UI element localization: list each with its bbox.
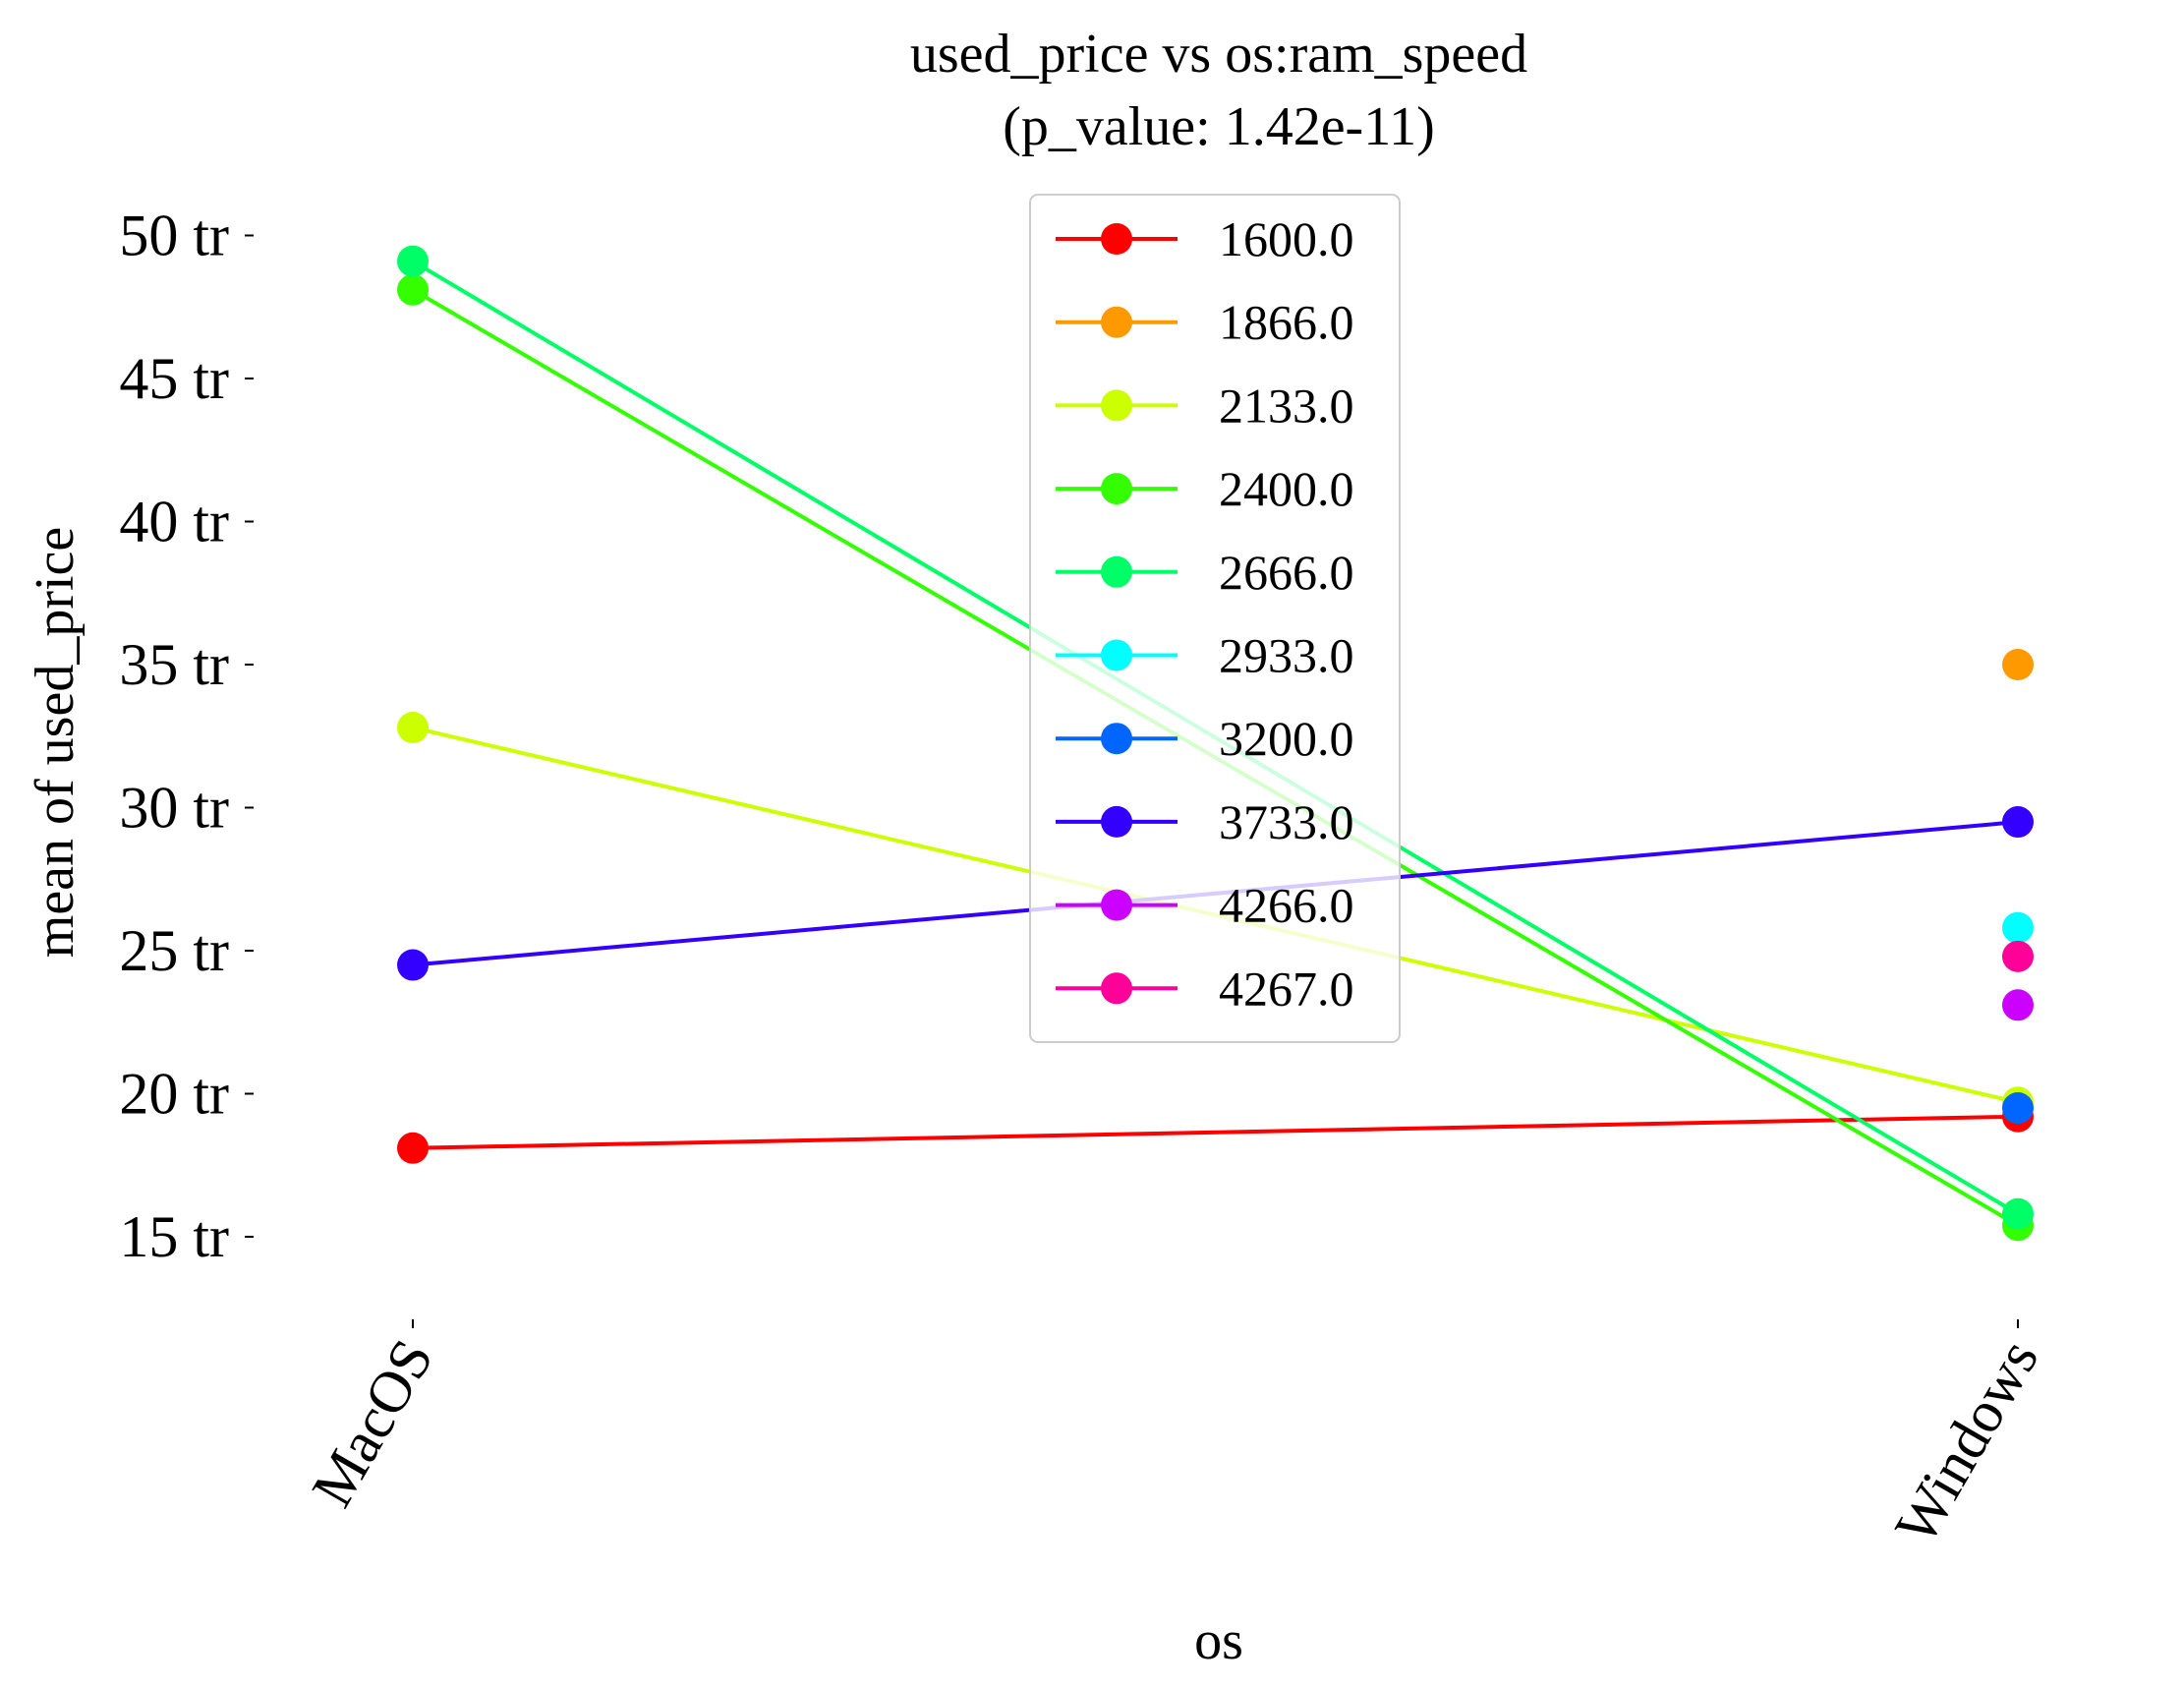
data-point	[2002, 940, 2034, 972]
chart-title: used_price vs os:ram_speed	[910, 24, 1527, 85]
series-4266.0	[2002, 989, 2034, 1021]
data-point	[397, 1132, 429, 1164]
legend-item: 3200.0	[1056, 711, 1354, 766]
legend-items: 1600.0 1866.0 2133.0 2400.0 2666.0 2933.0 3200…	[1056, 211, 1354, 1016]
chart-subtitle: (p_value: 1.42e-11)	[1003, 96, 1435, 157]
legend-marker	[1101, 723, 1132, 755]
legend-item: 4266.0	[1056, 878, 1354, 933]
data-point	[397, 245, 429, 277]
series-2933.0	[2002, 911, 2034, 944]
data-point	[2002, 989, 2034, 1021]
series-1866.0	[2002, 649, 2034, 680]
data-point	[2002, 806, 2034, 839]
legend: 1600.0 1866.0 2133.0 2400.0 2666.0 2933.0 3200…	[1029, 194, 1401, 1043]
legend-marker	[1101, 223, 1132, 255]
data-point	[2002, 1197, 2034, 1230]
legend-item: 2133.0	[1056, 378, 1354, 433]
data-point	[2002, 649, 2034, 680]
legend-label: 2133.0	[1219, 378, 1354, 433]
series-4267.0	[2002, 940, 2034, 972]
legend-label: 1866.0	[1219, 295, 1354, 350]
legend-marker	[1101, 639, 1132, 671]
data-point	[397, 712, 429, 744]
data-point	[2002, 1092, 2034, 1125]
legend-item: 2666.0	[1056, 545, 1354, 600]
legend-marker	[1101, 389, 1132, 422]
legend-label: 1600.0	[1219, 211, 1354, 266]
series-1600.0	[397, 1100, 2034, 1164]
y-tick-label: 25 tr	[119, 918, 229, 983]
legend-marker	[1101, 473, 1132, 505]
x-tick-label: MacOS	[299, 1329, 445, 1518]
y-tick-label: 35 tr	[119, 632, 229, 697]
series-line	[412, 1114, 2019, 1150]
legend-label: 3733.0	[1219, 794, 1354, 849]
legend-label: 2933.0	[1219, 628, 1354, 683]
legend-marker	[1101, 306, 1132, 338]
y-tick-label: 45 tr	[119, 346, 229, 411]
x-axis: MacOS Windows	[299, 1319, 2050, 1555]
y-axis: 15 tr 20 tr 25 tr 30 tr 35 tr 40 tr 45 tr 50 tr	[119, 204, 254, 1269]
legend-item: 4267.0	[1056, 961, 1354, 1016]
legend-label: 3200.0	[1219, 711, 1354, 766]
legend-item: 1600.0	[1056, 211, 1354, 266]
data-point	[2002, 911, 2034, 944]
data-point	[397, 949, 429, 981]
legend-marker	[1101, 805, 1132, 838]
series-3200.0	[2002, 1092, 2034, 1125]
legend-marker	[1101, 555, 1132, 588]
x-tick-label: Windows	[1882, 1329, 2050, 1555]
data-point	[397, 273, 429, 306]
y-tick-label: 50 tr	[119, 204, 229, 268]
legend-marker	[1101, 972, 1132, 1005]
legend-item: 3733.0	[1056, 794, 1354, 849]
y-tick-label: 15 tr	[119, 1204, 229, 1269]
legend-item: 2933.0	[1056, 628, 1354, 683]
x-axis-label: os	[1194, 1610, 1243, 1671]
legend-marker	[1101, 889, 1132, 921]
legend-label: 4267.0	[1219, 961, 1354, 1016]
y-axis-label: mean of used_price	[25, 527, 86, 958]
legend-item: 1866.0	[1056, 295, 1354, 350]
y-tick-label: 40 tr	[119, 490, 229, 554]
y-tick-label: 20 tr	[119, 1062, 229, 1127]
legend-item: 2400.0	[1056, 461, 1354, 516]
y-tick-label: 30 tr	[119, 776, 229, 841]
legend-label: 2400.0	[1219, 461, 1354, 516]
legend-label: 4266.0	[1219, 878, 1354, 933]
legend-label: 2666.0	[1219, 545, 1354, 600]
